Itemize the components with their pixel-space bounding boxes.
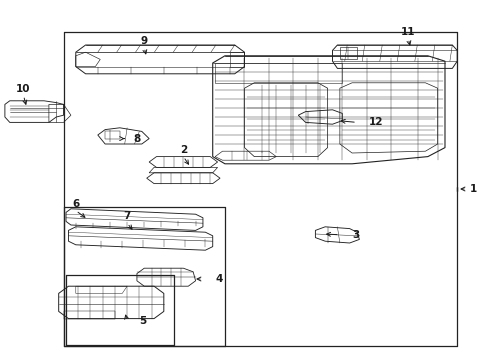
Text: 10: 10 [16, 84, 31, 94]
Text: 2: 2 [180, 145, 186, 155]
Text: 1: 1 [468, 184, 476, 194]
Text: 7: 7 [123, 211, 131, 221]
Text: 3: 3 [351, 230, 359, 240]
Text: 12: 12 [368, 117, 383, 127]
Text: 5: 5 [139, 316, 146, 326]
Text: 9: 9 [141, 36, 147, 46]
Text: 11: 11 [400, 27, 415, 37]
Text: 6: 6 [72, 199, 79, 209]
Text: 8: 8 [133, 134, 141, 144]
Text: 4: 4 [215, 274, 222, 284]
